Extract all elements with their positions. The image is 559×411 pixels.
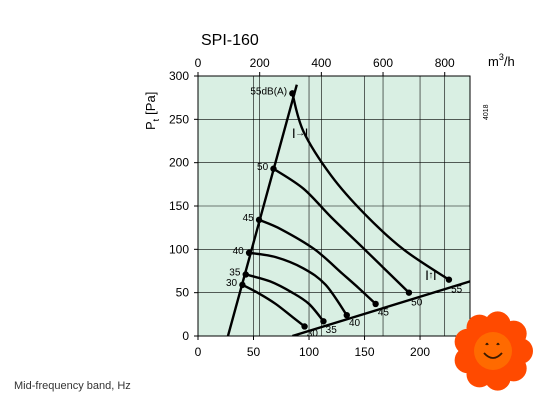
top-tick-label: 400 [311, 56, 331, 70]
curve-35db [245, 273, 325, 323]
y-tick-label: 200 [169, 156, 189, 170]
curve-point [245, 249, 253, 256]
curve-point [242, 271, 249, 278]
limit-line [292, 280, 470, 336]
curve-label-right: 35 [326, 325, 338, 336]
limit-markers: |→| |↑| [292, 128, 436, 281]
curve-label-left: 40 [233, 246, 245, 257]
curve-point [270, 165, 277, 172]
x-tick-label: 100 [299, 345, 319, 359]
y-tick-label: 150 [169, 199, 189, 213]
curve-point [372, 300, 379, 308]
curve-point [255, 216, 263, 224]
x-tick-label: 200 [410, 345, 430, 359]
top-tick-label: 200 [250, 56, 270, 70]
y-tick-label: 300 [169, 69, 189, 83]
curve-40db [248, 251, 348, 316]
curve-label-left: 45 [243, 213, 255, 224]
curve-point [445, 276, 453, 283]
y-tick-label: 250 [169, 112, 189, 126]
limit-line [226, 84, 298, 336]
y-tick-label: 50 [176, 286, 190, 300]
chart-title: SPI-160 [201, 32, 259, 49]
y-tick-label: 100 [169, 242, 189, 256]
curve-label-right: 30 [307, 329, 319, 340]
curve-label-right: 50 [411, 297, 423, 308]
x-tick-label: 150 [355, 345, 375, 359]
y-axis-label: Pt[Pa] [143, 92, 161, 130]
top-axis-unit: m3/h [488, 52, 515, 69]
curve-label-right: 55 [451, 284, 463, 295]
curve-label-left: 30 [226, 278, 238, 289]
top-tick-label: 0 [195, 56, 202, 70]
curve-points [239, 90, 453, 330]
curve-label-right: 45 [378, 308, 390, 319]
curve-label-left: 55dB(A) [250, 87, 287, 98]
y-tick-label: 0 [182, 329, 189, 343]
curve-50db [272, 167, 410, 294]
curve-point [239, 281, 246, 289]
curve-label-left: 35 [229, 268, 241, 279]
x-tick-label: 50 [247, 345, 261, 359]
curve-30db [241, 283, 306, 328]
curve-55db [291, 92, 450, 281]
curve-45db [258, 218, 377, 305]
curve-label-right: 40 [349, 318, 361, 329]
curve-label-left: 50 [257, 162, 269, 173]
top-tick-label: 800 [435, 56, 455, 70]
sun-petal [454, 347, 481, 374]
curve-point [289, 90, 296, 97]
curve-point [301, 323, 308, 330]
curve-point [320, 318, 327, 325]
limit-marker: |↑| [426, 270, 437, 281]
caption: Mid-frequency band, Hz [14, 380, 131, 392]
limit-marker: |→| [292, 128, 308, 139]
x-tick-label: 0 [195, 345, 202, 359]
sun-icon [454, 311, 533, 391]
curves [226, 84, 470, 336]
top-tick-label: 600 [373, 56, 393, 70]
curve-point [405, 289, 413, 296]
curve-point [343, 312, 350, 319]
figure-code: 4018 [483, 104, 490, 120]
